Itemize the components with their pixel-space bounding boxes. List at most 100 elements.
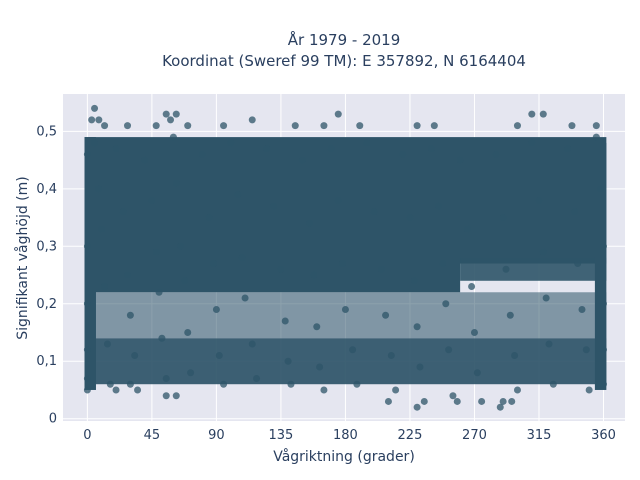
data-point xyxy=(215,351,223,359)
data-point xyxy=(124,122,132,130)
data-point xyxy=(227,139,235,147)
data-point xyxy=(582,346,590,354)
x-tick-label: 45 xyxy=(144,428,161,443)
data-point xyxy=(284,357,292,365)
data-point xyxy=(316,363,324,371)
data-point xyxy=(568,122,576,130)
data-point xyxy=(435,202,443,210)
data-point xyxy=(167,116,175,124)
data-point xyxy=(106,380,114,388)
data-point xyxy=(377,265,385,273)
data-point xyxy=(420,397,428,405)
data-point xyxy=(506,311,514,319)
data-point xyxy=(220,122,228,130)
data-point xyxy=(356,122,364,130)
density-fill xyxy=(84,137,607,390)
data-point xyxy=(83,242,91,250)
data-point xyxy=(210,260,218,268)
data-point xyxy=(511,351,519,359)
data-point xyxy=(574,260,582,268)
y-axis-title: Signifikant våghöjd (m) xyxy=(14,176,31,339)
data-point xyxy=(564,145,572,153)
data-point xyxy=(172,110,180,118)
data-point xyxy=(88,116,96,124)
data-point xyxy=(599,242,607,250)
data-point xyxy=(126,380,134,388)
data-point xyxy=(382,311,390,319)
y-tick-labels: 0 0,1 0,2 0,3 0,4 0,5 xyxy=(36,124,57,426)
x-tick-label: 360 xyxy=(591,428,616,443)
data-point xyxy=(131,351,139,359)
y-tick-label: 0,3 xyxy=(36,239,57,254)
data-point xyxy=(155,288,163,296)
x-tick-label: 315 xyxy=(527,428,552,443)
data-point xyxy=(101,283,109,291)
data-point xyxy=(83,300,91,308)
data-point xyxy=(499,214,507,222)
data-point xyxy=(539,248,547,256)
data-point xyxy=(172,179,180,187)
data-point xyxy=(456,156,464,164)
data-point xyxy=(91,139,99,147)
data-point xyxy=(162,374,170,382)
data-point xyxy=(263,145,271,153)
data-point xyxy=(334,196,342,204)
x-tick-label: 270 xyxy=(462,428,487,443)
data-point xyxy=(599,300,607,308)
data-point xyxy=(592,133,600,141)
data-point xyxy=(253,374,261,382)
data-point xyxy=(205,214,213,222)
data-point xyxy=(592,122,600,130)
density-band-edge-left xyxy=(84,137,96,390)
data-point xyxy=(126,311,134,319)
data-point xyxy=(406,214,414,222)
data-point xyxy=(430,122,438,130)
data-point xyxy=(535,196,543,204)
data-point xyxy=(370,208,378,216)
data-point xyxy=(103,340,111,348)
data-point xyxy=(341,306,349,314)
data-point xyxy=(148,196,156,204)
data-point xyxy=(152,248,160,256)
data-point xyxy=(184,328,192,336)
data-point xyxy=(453,397,461,405)
data-point xyxy=(270,202,278,210)
data-point xyxy=(169,133,177,141)
data-point xyxy=(162,392,170,400)
y-tick-label: 0,4 xyxy=(36,182,57,197)
data-point xyxy=(549,380,557,388)
data-point xyxy=(98,225,106,233)
data-point xyxy=(83,374,91,382)
data-points xyxy=(83,104,607,411)
data-point xyxy=(478,397,486,405)
y-tick-label: 0,1 xyxy=(36,354,57,369)
data-point xyxy=(413,403,421,411)
data-point xyxy=(513,386,521,394)
data-point xyxy=(470,328,478,336)
data-point xyxy=(184,122,192,130)
data-point xyxy=(571,208,579,216)
data-point xyxy=(83,386,91,394)
data-point xyxy=(172,392,180,400)
data-point xyxy=(413,323,421,331)
data-point xyxy=(445,346,453,354)
data-point xyxy=(158,334,166,342)
data-point xyxy=(306,219,314,227)
data-point xyxy=(387,351,395,359)
data-point xyxy=(101,122,109,130)
density-band-upper-left xyxy=(84,257,461,293)
data-point xyxy=(499,397,507,405)
data-point xyxy=(291,122,299,130)
data-point xyxy=(528,139,536,147)
data-point xyxy=(384,397,392,405)
data-point xyxy=(298,156,306,164)
data-point xyxy=(83,346,91,354)
data-point xyxy=(463,225,471,233)
data-point xyxy=(473,369,481,377)
data-point xyxy=(162,110,170,118)
x-tick-label: 225 xyxy=(398,428,423,443)
data-point xyxy=(220,380,228,388)
data-point xyxy=(112,145,120,153)
data-point xyxy=(83,150,91,158)
data-point xyxy=(287,380,295,388)
